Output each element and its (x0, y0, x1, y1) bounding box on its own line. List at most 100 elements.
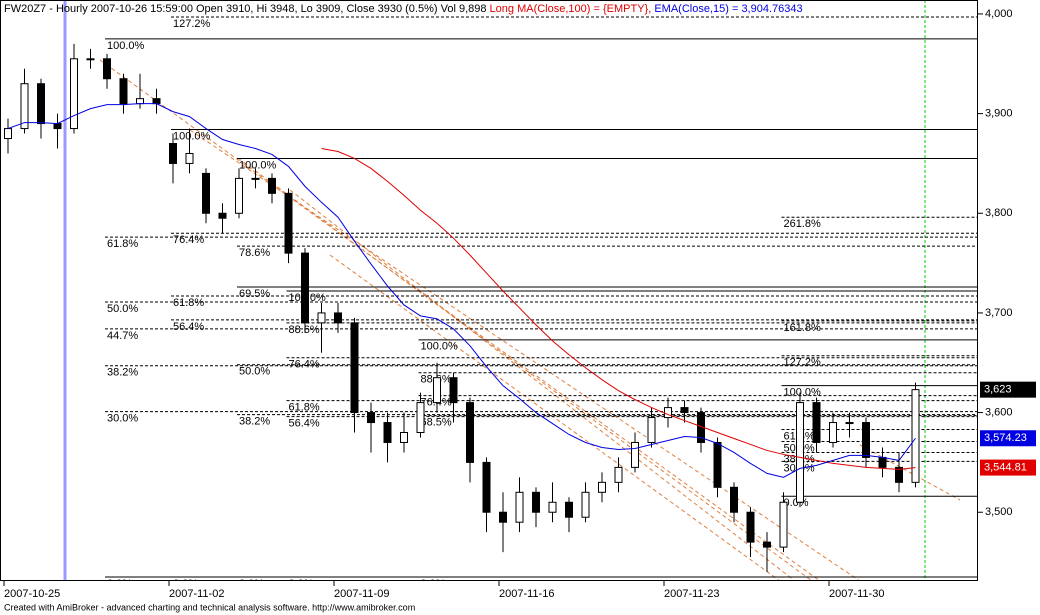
candle-body (70, 58, 78, 130)
candle-body (713, 441, 722, 488)
candle-body (680, 407, 689, 414)
fib-label: 127.2% (173, 18, 211, 30)
candle-body (350, 322, 359, 414)
last-value-box (980, 381, 1036, 398)
last-value-box (980, 430, 1036, 447)
fib-label: 50.0% (239, 366, 270, 378)
last-value-label: 3,544.81 (984, 461, 1027, 473)
trend-lines (99, 59, 961, 581)
y-tick-label: 3,800 (985, 207, 1013, 219)
candle-body (812, 402, 821, 443)
fib-label: 78.6% (239, 247, 270, 259)
fib-label: 0.0% (173, 578, 198, 590)
fib-label: 50.0% (107, 303, 138, 315)
candle-body (268, 177, 276, 194)
candle-body (433, 377, 441, 404)
fib-label: 69.5% (239, 288, 270, 300)
candle-body (367, 412, 375, 424)
fib-label: 100.0% (107, 40, 145, 52)
plot: 127.2% 100.0% 100.0% 100.0% 261.8% 61.8% 76.4%… (4, 16, 978, 590)
fib-label: 0.0% (107, 578, 132, 590)
candle-body (20, 83, 29, 130)
fib-label: 38.2% (107, 367, 138, 379)
fib-label: 56.4% (289, 417, 320, 429)
candle-body (383, 422, 392, 443)
fib-label: 100.0% (173, 130, 211, 142)
candle-body (136, 98, 144, 105)
candle-body (185, 152, 194, 164)
candle-body (911, 389, 920, 483)
y-tick-label: 3,600 (985, 406, 1013, 418)
candle-body (796, 402, 804, 503)
fib-label: 0.0% (289, 578, 314, 590)
candle-body (878, 456, 887, 468)
last-value-label: 3,574.23 (984, 432, 1027, 444)
candle-body (746, 511, 755, 543)
plot-frame (0, 0, 978, 581)
candle-body (466, 402, 474, 463)
candle-body (400, 432, 408, 443)
candle-body (251, 177, 260, 180)
fib-label: 44.7% (107, 330, 138, 342)
y-tick-label: 3,900 (985, 108, 1013, 120)
fib-label: 76.4% (289, 359, 320, 371)
candle-body (235, 177, 243, 214)
fib-label: 76.4% (173, 234, 204, 246)
candle-body (53, 123, 62, 130)
x-tick-label: 2007-11-16 (499, 588, 554, 600)
candle-body (664, 407, 672, 419)
candle-body (119, 78, 128, 105)
fib-label: 30.0% (107, 412, 138, 424)
candle-body (581, 491, 590, 518)
candle-body (284, 192, 293, 254)
fib-label: 100.0% (784, 387, 822, 399)
indicator-line (7, 103, 916, 478)
fib-label: 56.4% (173, 321, 204, 333)
candle-body (218, 212, 227, 219)
candle-body (37, 83, 45, 125)
candle-body (829, 422, 837, 443)
candle-body (482, 461, 491, 513)
fib-label: 61.8% (173, 297, 204, 309)
fib-label: 61.8% (289, 402, 320, 414)
candle-body (565, 501, 573, 518)
candle-body (499, 511, 507, 523)
candle-body (317, 312, 326, 324)
candle-body (449, 377, 458, 404)
candle-body (647, 417, 656, 443)
x-tick-label: 2007-11-02 (169, 588, 224, 600)
fib-label: 161.8% (784, 322, 822, 334)
y-tick-label: 3,700 (985, 307, 1013, 319)
last-value-label: 3,623 (984, 384, 1012, 396)
last-value-box (980, 459, 1036, 476)
candle-body (548, 501, 557, 513)
candle-body (515, 491, 524, 523)
candle-body (845, 422, 854, 425)
indicator-line (321, 147, 916, 470)
candle-body (862, 422, 870, 458)
chart-title: FW20Z7 - Hourly 2007-10-26 15:59:00 Open… (4, 3, 803, 15)
candle-body (416, 402, 425, 434)
candle-body (334, 312, 342, 324)
fib-label: 0.0% (421, 578, 446, 590)
fib-label: 68.5% (421, 416, 452, 428)
candle-body (152, 98, 161, 105)
candle-body (895, 466, 903, 483)
x-tick-label: 2007-10-25 (4, 588, 60, 600)
candle-body (730, 486, 738, 513)
fib-label: 100.0% (239, 159, 277, 171)
y-tick-label: 3,500 (985, 506, 1013, 518)
fib-label: 100.0% (421, 341, 459, 353)
x-tick-label: 2007-11-30 (829, 588, 884, 600)
overlay (63, 0, 961, 581)
candle-body (614, 466, 623, 483)
y-tick-label: 4,000 (985, 8, 1013, 20)
x-tick-label: 2007-11-23 (664, 588, 719, 600)
candle-body (532, 491, 540, 513)
fib-label: 88.6% (289, 324, 320, 336)
x-tick-label: 2007-11-09 (334, 588, 389, 600)
fib-label: 261.8% (784, 218, 822, 230)
fib-label: 0.0% (239, 578, 264, 590)
candle-body (202, 172, 210, 214)
